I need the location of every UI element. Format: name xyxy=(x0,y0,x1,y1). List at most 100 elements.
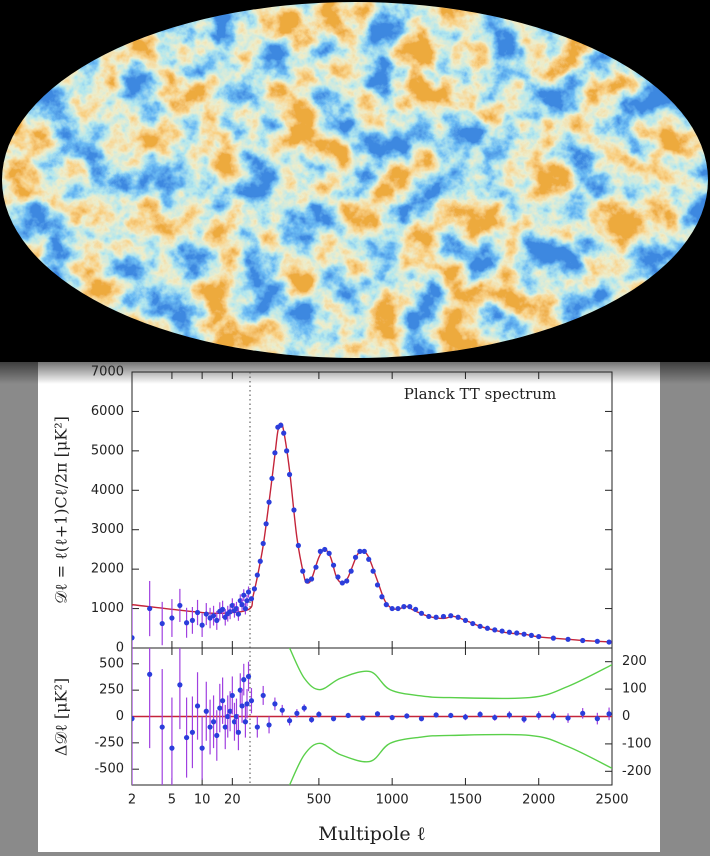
data-point xyxy=(477,623,483,629)
data-point xyxy=(241,592,247,598)
y-tick-label: 4000 xyxy=(91,483,124,498)
data-point xyxy=(606,711,612,717)
data-point xyxy=(462,714,469,720)
data-point xyxy=(413,606,419,612)
data-point xyxy=(169,615,175,621)
data-point xyxy=(316,711,322,717)
data-point xyxy=(550,713,556,719)
data-point xyxy=(455,614,461,620)
data-point xyxy=(199,622,205,628)
data-point xyxy=(440,613,447,620)
data-point xyxy=(210,719,217,725)
data-point xyxy=(313,564,319,570)
data-point xyxy=(352,554,359,560)
data-point xyxy=(404,713,410,719)
data-point xyxy=(477,711,483,717)
y-axis-label: 𝒟ℓ = ℓ(ℓ+1)Cℓ/2π [μK²] xyxy=(52,416,71,604)
data-point xyxy=(594,638,600,644)
data-point xyxy=(335,574,341,580)
x-tick-label: 5 xyxy=(168,793,176,808)
x-tick-label: 2000 xyxy=(522,793,555,808)
data-point xyxy=(407,604,413,610)
data-point xyxy=(286,471,293,478)
data-point xyxy=(235,729,242,735)
data-point xyxy=(344,578,350,584)
y2-tick-label: -100 xyxy=(622,736,652,751)
data-point xyxy=(242,719,249,725)
data-point xyxy=(233,713,240,720)
data-point xyxy=(536,712,542,719)
data-point xyxy=(448,613,454,619)
data-point xyxy=(257,558,263,564)
data-point xyxy=(433,614,439,620)
data-point xyxy=(222,724,228,730)
data-point xyxy=(194,703,201,709)
data-point xyxy=(272,701,278,707)
x-axis-label: Multipole ℓ xyxy=(318,823,426,845)
y-tick-label: 5000 xyxy=(91,443,124,458)
y-tick-label: 0 xyxy=(116,709,124,724)
data-point xyxy=(281,430,287,436)
data-point xyxy=(239,703,245,709)
data-point xyxy=(244,598,250,604)
data-point xyxy=(565,636,571,642)
y-tick-label: 250 xyxy=(99,683,124,698)
data-point xyxy=(330,716,337,722)
data-point xyxy=(159,724,165,730)
data-point xyxy=(225,713,231,720)
data-point xyxy=(254,724,260,730)
data-point xyxy=(286,718,293,724)
data-point xyxy=(360,715,366,721)
data-point xyxy=(278,422,284,428)
plot-panel xyxy=(38,362,660,852)
data-point xyxy=(304,578,310,584)
data-point xyxy=(326,550,332,556)
data-point xyxy=(254,572,260,578)
data-point xyxy=(220,698,226,704)
data-point xyxy=(348,568,354,574)
data-point xyxy=(284,448,290,454)
data-point xyxy=(242,605,249,612)
x-tick-label: 500 xyxy=(306,793,331,808)
data-point xyxy=(484,625,491,631)
data-point xyxy=(203,708,209,714)
data-point xyxy=(260,540,266,547)
y2-tick-label: -200 xyxy=(622,764,652,779)
data-point xyxy=(395,605,401,612)
y2-tick-label: 0 xyxy=(622,709,630,724)
y2-tick-label: 100 xyxy=(622,682,647,697)
data-point xyxy=(389,714,395,721)
data-point xyxy=(506,712,513,718)
data-point xyxy=(606,639,612,645)
data-point xyxy=(594,716,600,722)
x-tick-label: 2 xyxy=(128,793,136,808)
data-point xyxy=(374,711,381,717)
data-point xyxy=(521,716,527,722)
data-point xyxy=(199,745,205,751)
data-point xyxy=(492,627,498,633)
data-point xyxy=(214,732,220,739)
data-point xyxy=(294,710,300,716)
y-tick-label: 1000 xyxy=(91,601,124,616)
data-point xyxy=(266,722,272,728)
data-point xyxy=(177,602,183,609)
data-point xyxy=(300,568,306,574)
data-point xyxy=(418,610,425,616)
data-point xyxy=(241,677,247,683)
data-point xyxy=(433,712,439,718)
data-point xyxy=(183,734,190,741)
x-tick-label: 2500 xyxy=(595,793,628,808)
data-point xyxy=(266,499,272,505)
y-tick-label: 7000 xyxy=(91,365,124,380)
y-tick-label: 6000 xyxy=(91,404,124,419)
data-point xyxy=(418,716,425,722)
data-point xyxy=(492,714,498,721)
data-point xyxy=(506,629,513,635)
data-point xyxy=(536,633,542,640)
data-point xyxy=(366,556,372,562)
data-point xyxy=(248,596,255,602)
data-point xyxy=(239,602,245,608)
data-point xyxy=(357,548,363,555)
